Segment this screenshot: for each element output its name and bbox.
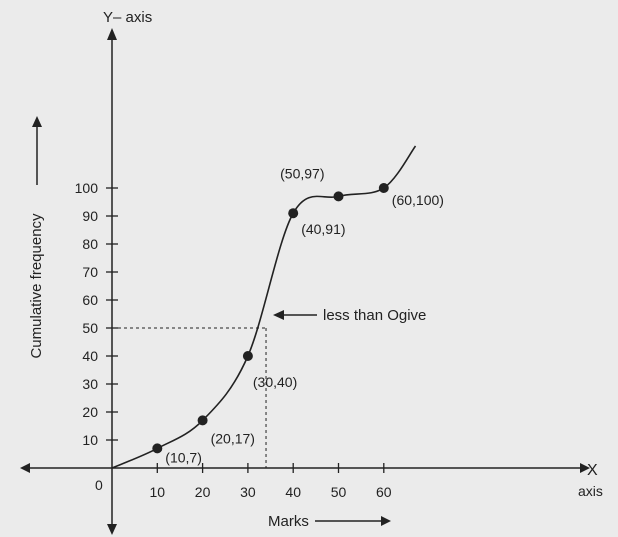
- y-axis-label: Cumulative frequency: [28, 213, 45, 359]
- point-label: (60,100): [392, 192, 444, 208]
- annotation-text: less than Ogive: [323, 307, 426, 324]
- annotation-arrowhead: [273, 310, 284, 320]
- ogive-curve: [111, 145, 417, 469]
- y-tick-label: 20: [82, 404, 98, 420]
- y-axis-arrowhead-bottom: [107, 524, 117, 535]
- axis-ticks: 10 20 30 40 50 60 10 20 30 40 50 60 70 80 90 100: [75, 180, 392, 500]
- y-label-arrowhead: [32, 116, 42, 127]
- data-point: [242, 351, 253, 361]
- point-label: (20,17): [211, 430, 255, 446]
- data-point: [378, 183, 389, 193]
- y-tick-label: 30: [82, 376, 98, 392]
- ogive-line: [111, 145, 417, 469]
- x-axis-title-x: X: [587, 462, 598, 479]
- data-points: [152, 183, 389, 454]
- x-tick-label: 30: [240, 484, 256, 500]
- x-tick-label: 10: [150, 484, 166, 500]
- y-axis-title: Y– axis: [103, 9, 152, 26]
- y-tick-label: 40: [82, 348, 98, 364]
- annotation-group: less than Ogive: [273, 307, 426, 324]
- y-axis-arrowhead-top: [107, 28, 117, 40]
- x-tick-label: 40: [285, 484, 301, 500]
- y-tick-label: 100: [75, 180, 99, 196]
- x-label-arrowhead: [381, 516, 391, 526]
- y-tick-label: 80: [82, 236, 98, 252]
- median-guides: [112, 327, 267, 468]
- y-tick-label: 50: [82, 320, 98, 336]
- x-axis-label: Marks: [268, 513, 309, 530]
- x-tick-label: 50: [331, 484, 347, 500]
- x-tick-label: 60: [376, 484, 392, 500]
- axes: [20, 28, 590, 535]
- point-label: (50,97): [280, 165, 324, 181]
- origin-label: 0: [95, 477, 103, 493]
- point-label: (10,7): [165, 449, 202, 465]
- point-label: (30,40): [253, 374, 297, 390]
- x-axis-label-group: Marks: [268, 513, 391, 530]
- data-point: [333, 191, 344, 202]
- y-tick-label: 10: [82, 432, 98, 448]
- point-label: (40,91): [301, 221, 345, 237]
- data-point: [288, 208, 299, 219]
- x-tick-label: 20: [195, 484, 211, 500]
- y-tick-label: 60: [82, 292, 98, 308]
- y-axis-label-group: Cumulative frequency: [28, 116, 45, 359]
- x-axis-arrowhead-left: [20, 463, 30, 473]
- y-tick-label: 90: [82, 208, 98, 224]
- data-point: [197, 415, 208, 426]
- x-axis-title-axis: axis: [578, 483, 603, 499]
- point-labels: (10,7) (20,17) (30,40) (40,91) (50,97) (60,10…: [165, 165, 444, 465]
- y-tick-label: 70: [82, 264, 98, 280]
- data-point: [152, 443, 163, 454]
- x-axis-arrowhead-right: [580, 463, 590, 473]
